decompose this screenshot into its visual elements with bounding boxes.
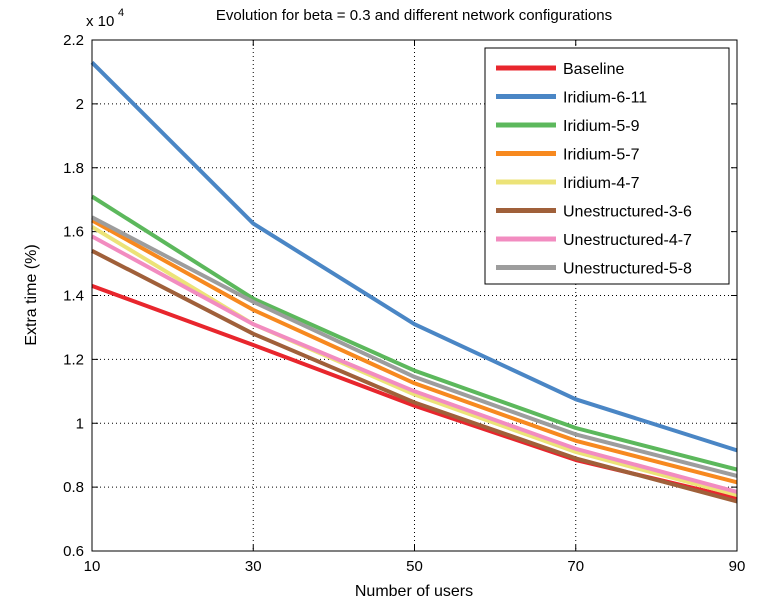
- x-axis-label: Number of users: [355, 583, 473, 600]
- y-tick-labels: 0.6 0.8 1 1.2 1.4 1.6 1.8 2 2.2: [63, 32, 84, 560]
- series-line: [91, 215, 738, 478]
- y-tick-label: 2.2: [63, 32, 84, 49]
- legend-label: Iridium-5-9: [563, 118, 640, 135]
- plot-frame: [91, 39, 738, 552]
- y-multiplier-label: x 10: [86, 13, 114, 30]
- y-multiplier-exponent: 4: [118, 7, 124, 19]
- x-tick-label: 70: [567, 558, 584, 575]
- series-line: [90, 60, 738, 453]
- y-tick-label: 2: [76, 96, 84, 113]
- x-tick-label: 30: [245, 558, 262, 575]
- y-tick-label: 1.2: [63, 351, 84, 368]
- y-tick-label: 0.6: [63, 543, 84, 560]
- series-line: [91, 218, 738, 485]
- series-line: [91, 234, 738, 494]
- y-tick-label: 1: [76, 415, 84, 432]
- legend-label: Unestructured-3-6: [563, 204, 692, 221]
- series-line: [90, 194, 738, 472]
- legend-label: Iridium-5-7: [563, 147, 640, 164]
- x-tick-labels: 10 30 50 70 90: [84, 558, 746, 575]
- y-tick-label: 1.8: [63, 160, 84, 177]
- legend-label: Iridium-4-7: [563, 175, 640, 192]
- chart-title: Evolution for beta = 0.3 and different n…: [216, 7, 612, 24]
- legend-label: Baseline: [563, 61, 624, 78]
- y-axis-label: Extra time (%): [23, 244, 40, 345]
- series-lines: [90, 60, 738, 504]
- y-tick-label: 1.4: [63, 288, 84, 305]
- y-tick-label: 0.8: [63, 479, 84, 496]
- x-tick-label: 10: [84, 558, 101, 575]
- y-tick-label: 1.6: [63, 224, 84, 241]
- legend-box: [484, 47, 730, 285]
- series-line: [90, 225, 738, 498]
- legend-label: Unestructured-5-8: [563, 261, 692, 278]
- x-tick-label: 90: [729, 558, 746, 575]
- legend: Baseline Iridium-6-11 Iridium-5-9 Iridium-5…: [484, 47, 730, 285]
- x-tick-label: 50: [406, 558, 423, 575]
- legend-label: Unestructured-4-7: [563, 232, 692, 249]
- legend-label: Iridium-6-11: [563, 90, 647, 107]
- series-line: [91, 249, 738, 504]
